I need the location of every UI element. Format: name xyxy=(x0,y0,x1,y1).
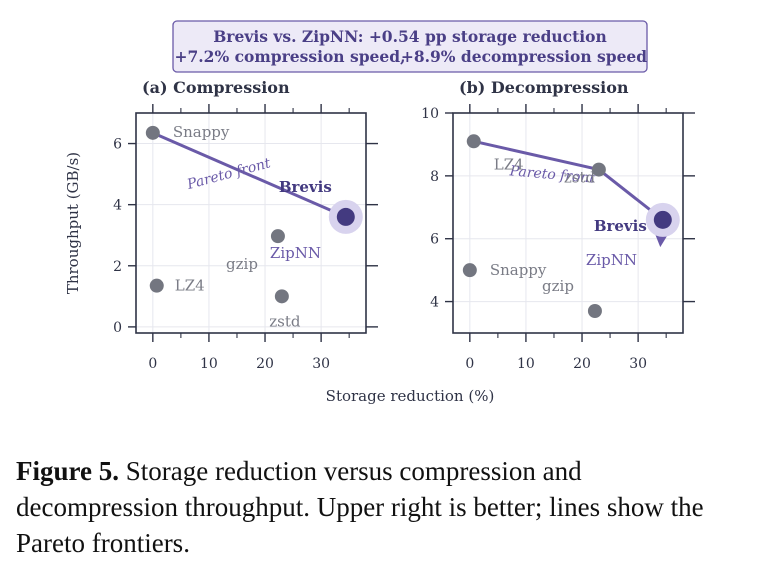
point-label-snappy: Snappy xyxy=(490,261,547,279)
x-tick-label-10: 10 xyxy=(200,356,218,372)
point-brevis xyxy=(336,207,355,226)
panel-title: (a) Compression xyxy=(142,78,290,97)
y-tick-label-4: 4 xyxy=(113,198,122,214)
point-label-zstd: zstd xyxy=(564,169,596,187)
y-tick-label-10: 10 xyxy=(421,106,439,122)
y-tick-label-4: 4 xyxy=(430,295,439,311)
point-label-brevis: Brevis xyxy=(279,178,332,196)
point-label-zstd: zstd xyxy=(269,312,301,330)
point-label-lz4: LZ4 xyxy=(175,277,205,295)
point-zstd xyxy=(274,289,289,304)
banner-line-2-compression: +7.2% compression speed, xyxy=(175,47,406,66)
y-tick-label-8: 8 xyxy=(430,169,439,185)
pareto-front-label: Pareto front xyxy=(508,163,596,187)
figure-caption: Figure 5. Storage reduction versus compr… xyxy=(16,453,744,561)
x-tick-label-0: 0 xyxy=(465,356,474,372)
x-tick-label-10: 10 xyxy=(517,356,535,372)
point-snappy xyxy=(462,263,477,278)
point-label-lz4: LZ4 xyxy=(494,155,524,173)
y-tick-label-2: 2 xyxy=(113,259,122,275)
pareto-front-line xyxy=(152,131,347,219)
plot-frame xyxy=(452,112,684,334)
caption-label: Figure 5. xyxy=(16,456,119,486)
x-tick-label-20: 20 xyxy=(573,356,591,372)
point-zstd xyxy=(591,162,606,177)
x-tick-label-20: 20 xyxy=(256,356,274,372)
point-lz4 xyxy=(466,134,481,149)
y-axis-label: Throughput (GB/s) xyxy=(64,152,82,294)
point-zipnn xyxy=(270,229,285,244)
summary-banner-box xyxy=(172,20,648,73)
point-lz4 xyxy=(149,278,164,293)
point-label-snappy: Snappy xyxy=(173,123,230,141)
gzip-label: gzip xyxy=(542,277,574,295)
banner-line-1: Brevis vs. ZipNN: +0.54 pp storage reduc… xyxy=(213,27,607,46)
panel-decompression: 0 10 20 30 4 6 8 10 (b) Decompression Pareto fron… xyxy=(421,78,695,372)
x-tick-label-30: 30 xyxy=(629,356,647,372)
point-label-brevis: Brevis xyxy=(594,217,647,235)
caption-text: Storage reduction versus compression and… xyxy=(16,456,704,558)
point-zipnn xyxy=(587,304,602,318)
y-tick-label-6: 6 xyxy=(430,232,439,248)
panel-title: (b) Decompression xyxy=(459,78,629,97)
summary-banner: Brevis vs. ZipNN: +0.54 pp storage reduc… xyxy=(172,20,648,73)
shared-x-axis-label: Storage reduction (%) xyxy=(326,387,495,405)
x-tick-label-30: 30 xyxy=(312,356,330,372)
y-tick-label-6: 6 xyxy=(113,137,122,153)
figure-canvas: Brevis vs. ZipNN: +0.54 pp storage reduc… xyxy=(64,20,695,405)
plot-frame xyxy=(135,112,367,334)
point-brevis xyxy=(653,210,672,229)
gzip-label: gzip xyxy=(226,255,258,273)
point-snappy xyxy=(145,125,160,140)
point-label-zipnn: ZipNN xyxy=(270,244,321,262)
panel-compression: 0 10 20 30 0 2 4 6 (a) Compression Throughput (GB… xyxy=(64,78,378,372)
y-tick-label-0: 0 xyxy=(113,320,122,336)
x-tick-label-0: 0 xyxy=(148,356,157,372)
pareto-front-label: Pareto front xyxy=(185,155,273,193)
banner-line-2-decompression: +8.9% decompression speed xyxy=(401,47,647,66)
point-label-zipnn: ZipNN xyxy=(586,251,637,269)
